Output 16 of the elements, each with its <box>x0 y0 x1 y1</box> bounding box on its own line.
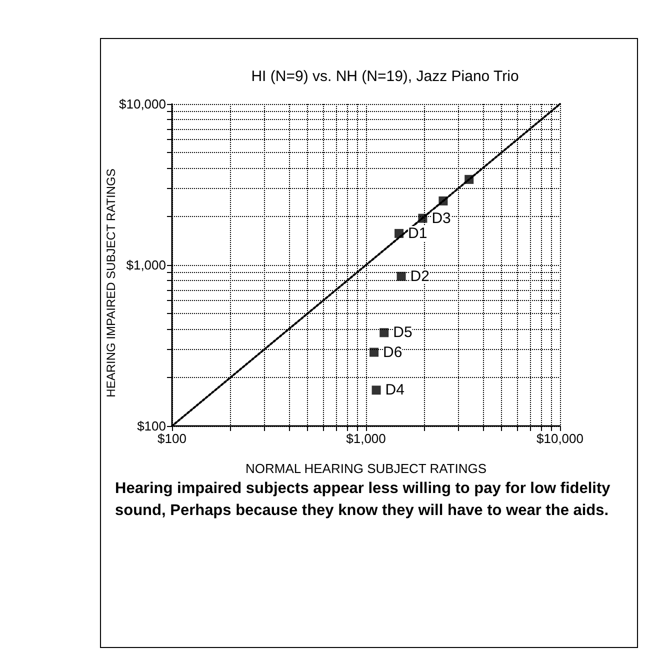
x-axis-title: NORMAL HEARING SUBJECT RATINGS <box>245 461 487 476</box>
x-tick-label: $100 <box>158 431 186 446</box>
y-tick-label: $1,000 <box>126 258 166 272</box>
text: Hearing impaired subjects appear less willing to pay for low fidelity sound, Perhaps because they know they will have to wear the aids. <box>115 479 612 521</box>
annotation: D3 <box>432 210 451 227</box>
annotation: D4 <box>385 382 404 399</box>
annotation: D6 <box>383 344 402 361</box>
y-tick-label: $10,000 <box>119 96 166 112</box>
annotation: D1 <box>408 224 428 242</box>
annotation: D5 <box>393 324 412 342</box>
annotation: D2 <box>410 268 430 285</box>
y-tick-label: $100 <box>137 418 166 434</box>
x-tick-label: $10,000 <box>536 431 584 446</box>
y-axis-title: HEARING IMPAIRED SUBJECT RATINGS <box>104 168 118 398</box>
chart-title: HI (N=9) vs. NH (N=19), Jazz Piano Trio <box>251 68 519 85</box>
x-tick-label: $1,000 <box>346 431 386 446</box>
